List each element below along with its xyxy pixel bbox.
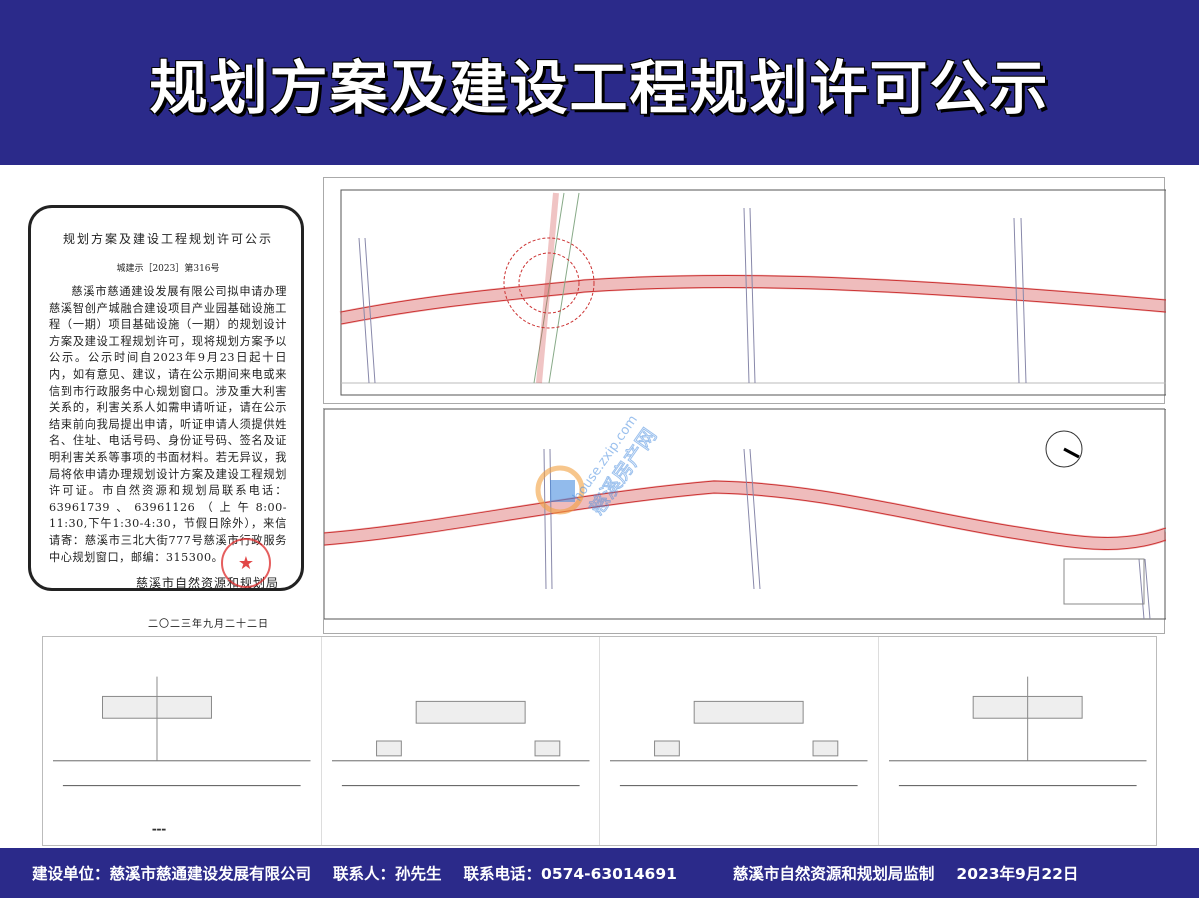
footer-contact: 联系人：孙先生 [333, 865, 442, 883]
cross-section-1: ▬▬▬ [43, 637, 322, 845]
cross-section-drawings: ▬▬▬ [42, 636, 1157, 846]
header-banner: 规划方案及建设工程规划许可公示 [0, 0, 1199, 165]
footer-banner: 建设单位：慈溪市慈通建设发展有限公司 联系人：孙先生 联系电话：0574-630… [0, 848, 1199, 898]
cross-section-4 [879, 637, 1157, 845]
footer-date: 2023年9月22日 [956, 865, 1079, 883]
cross-section-2 [322, 637, 600, 845]
footer-phone: 联系电话：0574-63014691 [463, 865, 677, 883]
site-plan-drawing-2 [323, 408, 1169, 634]
official-seal-icon: ★ [221, 538, 271, 588]
footer-supervisor: 慈溪市自然资源和规划局监制 [732, 865, 935, 883]
footer-builder: 建设单位：慈溪市慈通建设发展有限公司 [32, 865, 312, 883]
notice-date: 二〇二三年九月二十二日 [148, 619, 269, 631]
notice-doc-number: 城建示［2023］第316号 [116, 264, 220, 274]
notice-panel: 规划方案及建设工程规划许可公示 城建示［2023］第316号 慈溪市慈通建设发展… [28, 205, 304, 630]
page-title: 规划方案及建设工程规划许可公示 [149, 53, 1050, 122]
site-plan-drawing-1 [323, 177, 1167, 404]
svg-text:▬▬▬: ▬▬▬ [152, 827, 166, 833]
notice-title: 规划方案及建设工程规划许可公示 [62, 232, 273, 246]
notice-body: 慈溪市慈通建设发展有限公司拟申请办理慈溪智创产城融合建设项目产业园基础设施工程（… [49, 285, 287, 564]
cross-section-3 [600, 637, 879, 845]
